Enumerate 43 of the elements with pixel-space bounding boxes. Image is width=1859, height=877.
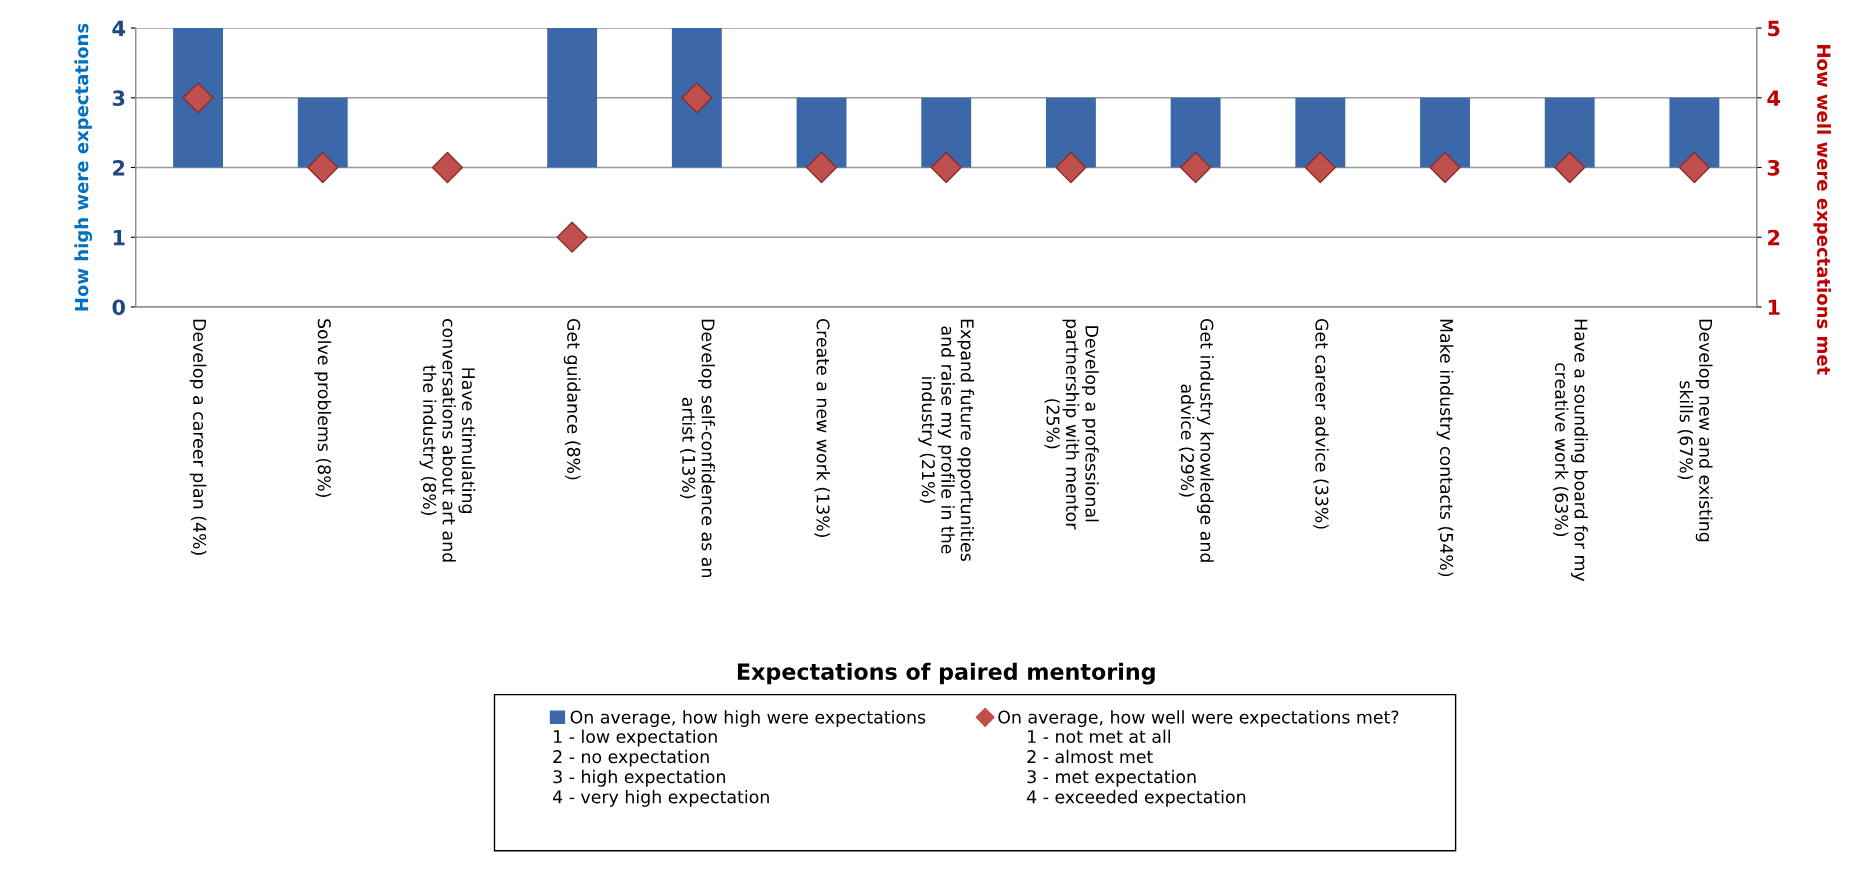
- point: [1055, 151, 1087, 184]
- legend-label: On average, how well were expectations met?: [998, 710, 1399, 728]
- point: [1429, 151, 1461, 184]
- x-tick-label: Have stimulating conversations about art and the industry (8%): [419, 319, 476, 562]
- x-tick-label: Make industry contacts (54%): [1436, 319, 1454, 577]
- point: [1554, 151, 1586, 184]
- x-tick-label: Have a sounding board for my creative work (63%): [1552, 319, 1588, 582]
- x-tick-label: Develop new and existing skills (67%): [1677, 319, 1713, 542]
- x-tick-label: Develop self-confidence as an artist (13%): [680, 319, 715, 577]
- point: [1180, 151, 1212, 184]
- x-tick-label: Develop a professional partnership with mentor (25%): [1044, 319, 1099, 530]
- point: [431, 151, 464, 184]
- y-tick-label: 0: [112, 299, 125, 316]
- text: 1 - low expectation 2 - no expectation 3 - high expectation 4 - very high expectation: [552, 729, 769, 807]
- x-tick-label: Get industry knowledge and advice (29%): [1178, 319, 1214, 562]
- point: [805, 151, 838, 184]
- y2-tick-label: 5: [1768, 20, 1780, 37]
- point: [307, 151, 339, 184]
- y-axis-title: How high were expectations: [74, 23, 93, 311]
- x-tick-label: Develop a career plan (4%): [189, 319, 207, 555]
- x-axis-title: Expectations of paired mentoring: [737, 662, 1155, 685]
- point: [1304, 151, 1336, 184]
- y-tick-label: 1: [113, 229, 125, 246]
- x-tick-label: Expand future opportunities and raise my profile in the industry (21%): [918, 319, 975, 561]
- point: [930, 151, 962, 184]
- x-tick-label: Get career advice (33%): [1313, 319, 1329, 529]
- y2-axis-title: How well were expectations met: [1813, 45, 1831, 375]
- y2-tick-label: 4: [1767, 90, 1781, 106]
- x-tick-label: Solve problems (8%): [314, 319, 332, 497]
- x-tick-label: Create a new work (13%): [814, 319, 830, 537]
- y-tick-label: 2: [113, 159, 125, 176]
- point: [182, 82, 214, 114]
- y2-tick-label: 1: [1768, 299, 1780, 315]
- y2-tick-label: 3: [1767, 159, 1780, 176]
- text: 1 - not met at all 2 - almost met 3 - met expectation 4 - exceeded expectation: [1027, 729, 1246, 807]
- y-tick-label: 3: [112, 90, 125, 106]
- point: [681, 82, 713, 114]
- point: [1678, 151, 1710, 184]
- y-tick-label: 4: [112, 20, 126, 36]
- legend-label: On average, how high were expectations: [570, 710, 926, 728]
- x-tick-label: Get guidance (8%): [563, 319, 581, 480]
- y2-tick-label: 2: [1768, 229, 1780, 246]
- point: [556, 221, 588, 253]
